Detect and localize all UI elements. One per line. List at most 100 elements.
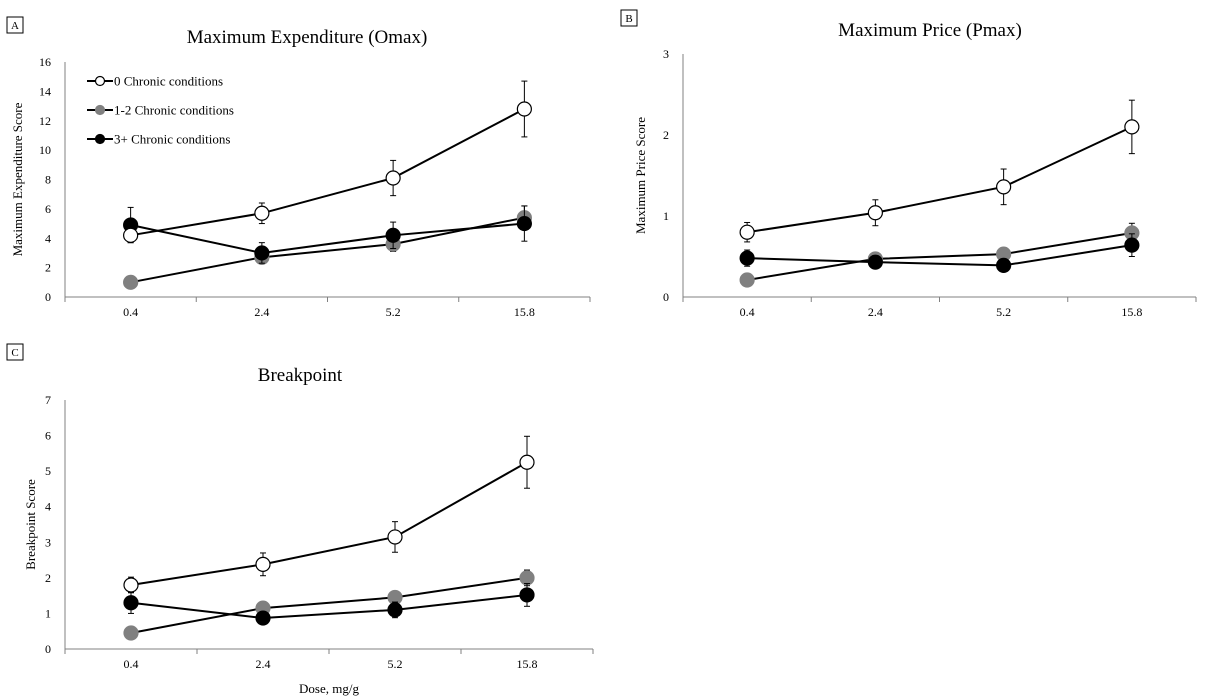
y-tick-label: 7 [45, 393, 51, 407]
series-gray [739, 222, 1140, 288]
data-point [385, 170, 401, 186]
series-open [739, 99, 1140, 243]
x-tick-label: 15.8 [517, 657, 538, 671]
series-gray [123, 205, 532, 290]
legend-item: 0 Chronic conditions [87, 74, 223, 89]
series-open [123, 80, 532, 244]
legend-marker [94, 75, 106, 87]
y-tick-label: 1 [45, 606, 51, 620]
y-tick-label: 2 [663, 128, 669, 142]
data-point [867, 254, 883, 270]
x-tick-label: 0.4 [123, 305, 138, 319]
series-black [739, 233, 1140, 274]
panel-label-box [620, 9, 638, 27]
series-line [130, 593, 528, 620]
series-line [130, 576, 528, 634]
data-point [739, 250, 755, 266]
series-black [123, 583, 535, 626]
series-line [746, 232, 1133, 281]
data-point [1124, 119, 1140, 135]
data-point [254, 205, 270, 221]
data-point [996, 257, 1012, 274]
y-tick-label: 14 [39, 84, 51, 98]
y-tick-label: 4 [45, 231, 51, 245]
series-line [746, 125, 1133, 234]
data-point [255, 556, 271, 572]
x-tick-label: 15.8 [514, 305, 535, 319]
data-point [867, 205, 883, 221]
series-black [123, 205, 532, 264]
y-tick-label: 6 [45, 429, 51, 443]
panel-label: C [11, 347, 18, 359]
y-tick-label: 16 [39, 55, 51, 69]
x-tick-label: 15.8 [1121, 305, 1142, 319]
y-tick-label: 4 [45, 500, 51, 514]
y-tick-label: 0 [45, 642, 51, 656]
legend-label: 3+ Chronic conditions [114, 132, 230, 147]
y-tick-label: 0 [663, 290, 669, 304]
data-point [1124, 237, 1140, 253]
y-tick-label: 10 [39, 143, 51, 157]
series-gray [123, 569, 535, 641]
y-tick-label: 1 [663, 209, 669, 223]
data-point [123, 625, 139, 641]
x-tick-label: 0.4 [740, 305, 755, 319]
x-tick-label: 5.2 [386, 305, 401, 319]
y-tick-label: 8 [45, 173, 51, 187]
series-line [130, 222, 525, 254]
x-tick-label: 2.4 [256, 657, 271, 671]
y-tick-label: 6 [45, 202, 51, 216]
chart-title: Breakpoint [258, 365, 343, 386]
x-tick-label: 2.4 [868, 305, 883, 319]
panel-label-box [6, 16, 24, 34]
legend: 0 Chronic conditions 1-2 Chronic conditio… [87, 74, 234, 147]
y-axis-label: Maximum Expenditure Score [10, 102, 25, 256]
data-point [739, 224, 755, 240]
series-line [130, 461, 528, 586]
y-tick-label: 2 [45, 261, 51, 275]
x-tick-label: 0.4 [124, 657, 139, 671]
legend-item: 3+ Chronic conditions [87, 132, 230, 147]
x-tick-label: 5.2 [388, 657, 403, 671]
data-point [519, 570, 535, 586]
data-point [123, 577, 139, 593]
y-tick-label: 3 [45, 535, 51, 549]
series-line [747, 244, 1133, 267]
data-point [516, 101, 532, 117]
data-point [123, 274, 139, 290]
data-point [519, 587, 535, 603]
chart-title: Maximum Price (Pmax) [838, 20, 1022, 41]
data-point [519, 454, 535, 470]
legend-marker [94, 133, 106, 145]
panel-a: A Maximum Expenditure (Omax) 0 2 4 6 8 10 12 14 16… [6, 16, 591, 319]
data-point [254, 245, 270, 261]
panel-label: B [625, 13, 632, 25]
x-tick-label: 2.4 [254, 305, 269, 319]
data-point [387, 602, 403, 618]
data-point [123, 227, 139, 243]
legend-label: 1-2 Chronic conditions [114, 103, 234, 118]
y-tick-label: 0 [45, 290, 51, 304]
y-axis-label: Maximum Price Score [633, 117, 648, 234]
series-line [130, 108, 525, 237]
y-tick-label: 5 [45, 464, 51, 478]
x-tick-label: 5.2 [996, 305, 1011, 319]
data-point [385, 227, 401, 243]
series-open [123, 435, 535, 594]
data-point [255, 610, 271, 626]
panel-b: B Maximum Price (Pmax) 0 1 2 3 0.4 2.4 5.2 15.8 Ma… [620, 9, 1197, 319]
panel-label-box [6, 343, 24, 361]
legend-item: 1-2 Chronic conditions [87, 103, 234, 118]
y-axis-label: Breakpoint Score [23, 479, 38, 570]
y-tick-label: 2 [45, 571, 51, 585]
data-point [996, 179, 1012, 195]
legend-marker [94, 104, 106, 116]
x-axis-label: Dose, mg/g [299, 681, 359, 696]
series-line [130, 216, 525, 284]
data-point [739, 272, 755, 288]
legend-label: 0 Chronic conditions [114, 74, 223, 89]
panel-label: A [11, 20, 19, 32]
data-point [123, 595, 139, 611]
data-point [516, 215, 532, 232]
